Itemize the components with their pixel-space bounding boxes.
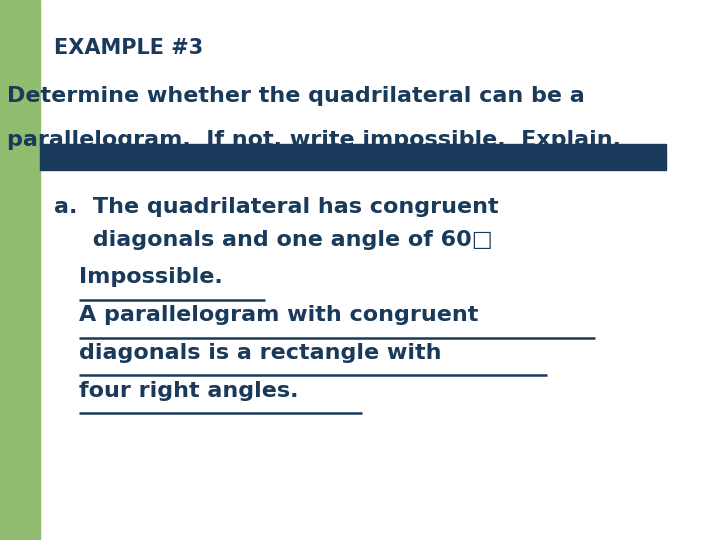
Text: parallelogram.  If not, write impossible.  Explain.: parallelogram. If not, write impossible.… <box>7 130 621 150</box>
Text: diagonals and one angle of 60□: diagonals and one angle of 60□ <box>54 230 492 249</box>
Text: four right angles.: four right angles. <box>79 381 299 401</box>
Text: Determine whether the quadrilateral can be a: Determine whether the quadrilateral can … <box>7 86 585 106</box>
Text: A parallelogram with congruent: A parallelogram with congruent <box>79 305 479 325</box>
Text: a.  The quadrilateral has congruent: a. The quadrilateral has congruent <box>54 197 499 217</box>
Text: diagonals is a rectangle with: diagonals is a rectangle with <box>79 343 441 363</box>
Text: Impossible.: Impossible. <box>79 267 223 287</box>
Bar <box>0 0 40 540</box>
Bar <box>40 144 666 170</box>
Text: EXAMPLE #3: EXAMPLE #3 <box>54 38 203 58</box>
